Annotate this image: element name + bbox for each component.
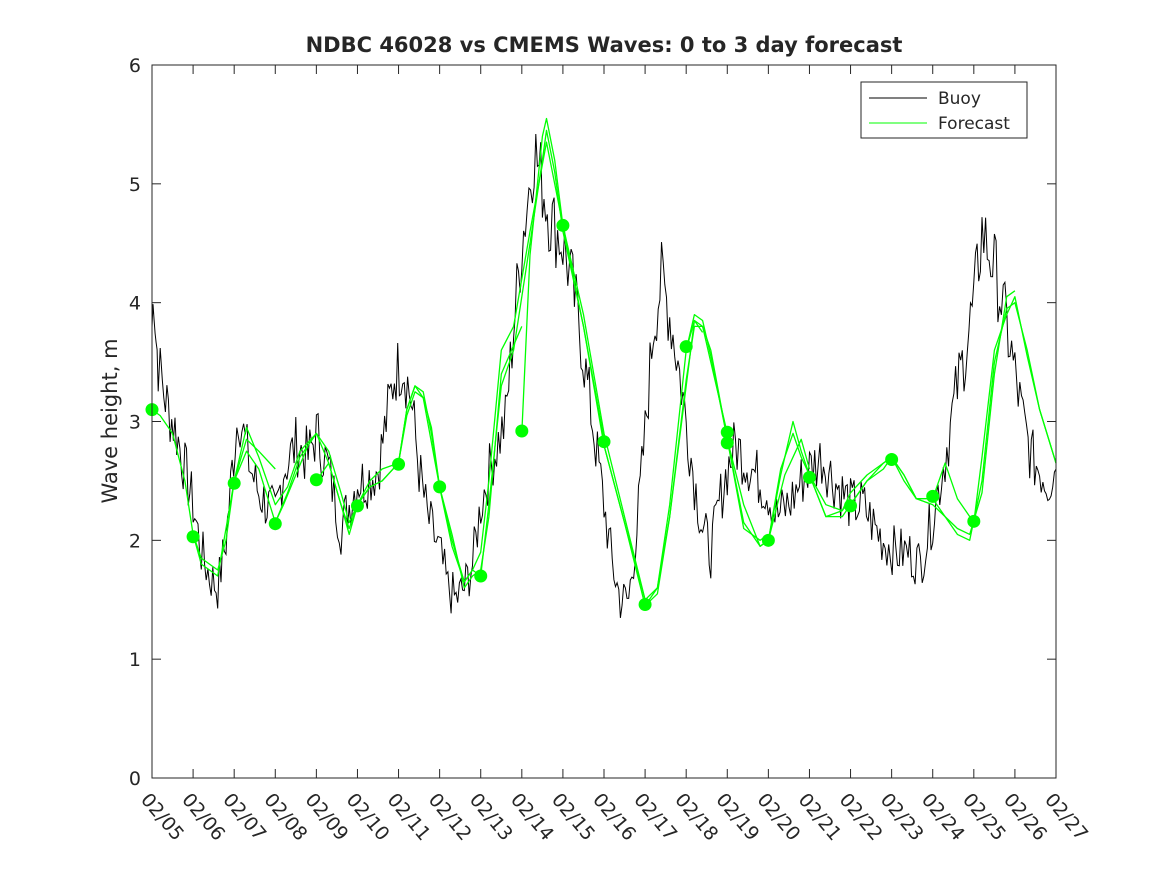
forecast-start-marker: [679, 340, 693, 354]
forecast-series-line-4: [315, 391, 441, 536]
forecast-series-line-14: [726, 432, 852, 547]
forecast-series-line-1: [192, 426, 317, 577]
forecast-start-marker: [474, 569, 488, 583]
forecast-series-line-12: [644, 313, 769, 607]
forecast-series-line-19: [932, 302, 1057, 541]
forecast-start-marker: [392, 457, 406, 471]
forecast-start-marker: [350, 499, 364, 513]
y-tick-label: 6: [129, 55, 141, 77]
forecast-start-marker: [967, 514, 981, 528]
forecast-start-marker: [227, 476, 241, 490]
forecast-start-marker: [186, 530, 200, 544]
legend-forecast-label: Forecast: [938, 114, 1010, 134]
forecast-start-marker: [433, 480, 447, 494]
forecast-series-line-18: [891, 290, 1016, 536]
forecast-start-marker: [802, 470, 816, 484]
y-tick-label: 3: [129, 412, 141, 434]
y-tick-label: 0: [129, 768, 141, 790]
forecast-series-line-11: [603, 325, 728, 607]
forecast-start-marker: [844, 499, 858, 513]
forecast-start-marker: [268, 517, 282, 531]
buoy-series-layer: [151, 133, 1057, 618]
y-axis: 0 1 2 3 4 5 6: [129, 55, 1056, 790]
forecast-start-marker: [309, 473, 323, 487]
y-tick-label: 5: [129, 174, 141, 196]
legend-buoy-label: Buoy: [938, 89, 981, 109]
axes-box: [152, 65, 1056, 778]
forecast-start-marker: [720, 436, 734, 450]
forecast-start-marker: [556, 218, 570, 232]
y-tick-label: 2: [129, 530, 141, 552]
forecast-series-layer: [151, 117, 1057, 607]
forecast-start-marker: [597, 435, 611, 449]
y-axis-label: Wave height, m: [98, 338, 122, 503]
forecast-start-marker: [885, 453, 899, 467]
forecast-start-marker: [515, 424, 529, 438]
forecast-series-line-13: [685, 319, 811, 547]
legend: Buoy Forecast: [860, 81, 1028, 139]
buoy-series-line: [151, 133, 1057, 618]
chart-title: NDBC 46028 vs CMEMS Waves: 0 to 3 day fo…: [306, 33, 903, 57]
forecast-series-line-20: [973, 296, 1057, 523]
y-tick-label: 1: [129, 649, 141, 671]
forecast-series-line-8: [480, 129, 605, 577]
y-tick-label: 4: [129, 293, 141, 315]
forecast-start-marker: [761, 533, 775, 547]
legend-box: [860, 81, 1028, 139]
forecast-series-line-17: [849, 456, 975, 523]
forecast-start-marker: [926, 489, 940, 503]
forecast-series-line-0: [151, 409, 276, 571]
forecast-start-markers: [145, 218, 981, 612]
forecast-start-marker: [720, 425, 734, 439]
forecast-series-line-9: [521, 117, 646, 600]
forecast-start-marker: [638, 598, 652, 612]
forecast-series-line-6: [397, 326, 523, 589]
plot-area: [145, 64, 1057, 779]
